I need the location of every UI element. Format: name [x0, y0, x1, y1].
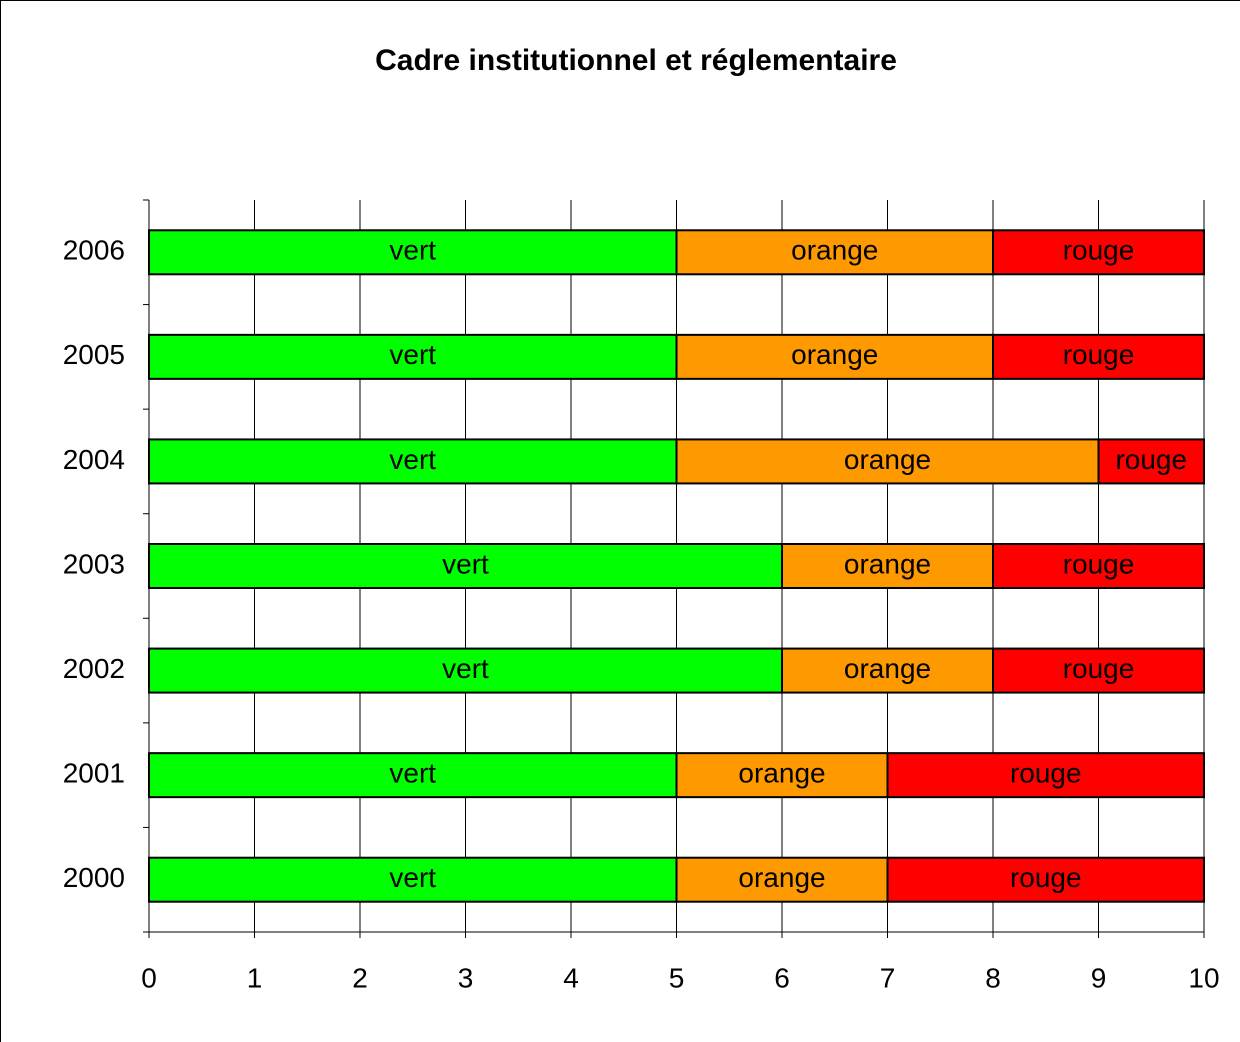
bar-label: vert — [442, 653, 489, 684]
bar-label: vert — [389, 235, 436, 266]
x-tick-label: 2 — [352, 962, 368, 993]
bar-label: orange — [844, 548, 931, 579]
bar-label: vert — [389, 339, 436, 370]
bar-label: orange — [791, 235, 878, 266]
y-tick-label: 2003 — [63, 548, 125, 579]
x-tick-label: 6 — [774, 962, 790, 993]
bar-segment — [148, 438, 678, 485]
x-tick-label: 8 — [985, 962, 1001, 993]
bar-label: vert — [389, 758, 436, 789]
bar-segment — [148, 543, 783, 589]
y-tick-label: 2001 — [63, 758, 125, 789]
bar-segment — [148, 229, 678, 276]
bar-label: rouge — [1063, 548, 1135, 579]
bar-segment — [992, 229, 1205, 276]
bar-segment — [886, 856, 1205, 903]
bar-segment — [148, 333, 678, 380]
x-tick-label: 3 — [458, 962, 474, 993]
x-tick-label: 0 — [141, 962, 157, 993]
bar-label: rouge — [1115, 444, 1187, 475]
bar-segment — [781, 647, 994, 694]
bar-label: vert — [442, 548, 489, 579]
bar-segment — [675, 229, 994, 276]
y-tick-label: 2004 — [63, 444, 125, 475]
bar-segment — [148, 647, 783, 694]
bar-label: vert — [389, 862, 436, 893]
bar-segment — [781, 543, 994, 589]
x-tick-label: 5 — [669, 962, 685, 993]
bar-label: rouge — [1063, 235, 1135, 266]
bar-label: orange — [844, 444, 931, 475]
x-tick-label: 7 — [880, 962, 896, 993]
y-tick-label: 2002 — [63, 653, 125, 684]
chart-title: Cadre institutionnel et réglementaire — [375, 44, 897, 77]
bar-label: orange — [844, 653, 931, 684]
x-tick-label: 10 — [1188, 962, 1219, 993]
bar-segment — [1097, 438, 1205, 485]
y-tick-label: 2000 — [63, 862, 125, 893]
bar-segment — [675, 856, 889, 903]
bar-label: vert — [389, 444, 436, 475]
bar-label: rouge — [1010, 862, 1082, 893]
x-tick-label: 1 — [247, 962, 263, 993]
y-tick-label: 2005 — [63, 339, 125, 370]
bar-segment — [675, 752, 889, 799]
bar-label: rouge — [1010, 758, 1082, 789]
bar-label: orange — [791, 339, 878, 370]
x-tick-label: 9 — [1091, 962, 1107, 993]
bar-segment — [886, 752, 1205, 799]
bar-segment — [148, 856, 678, 903]
y-tick-label: 2006 — [63, 235, 125, 266]
bar-label: rouge — [1063, 339, 1135, 370]
x-tick-label: 4 — [563, 962, 579, 993]
bar-segment — [992, 647, 1205, 694]
bar-label: rouge — [1063, 653, 1135, 684]
bar-label: orange — [738, 758, 825, 789]
bar-segment — [992, 543, 1205, 589]
bar-label: orange — [738, 862, 825, 893]
bar-segment — [992, 333, 1205, 380]
